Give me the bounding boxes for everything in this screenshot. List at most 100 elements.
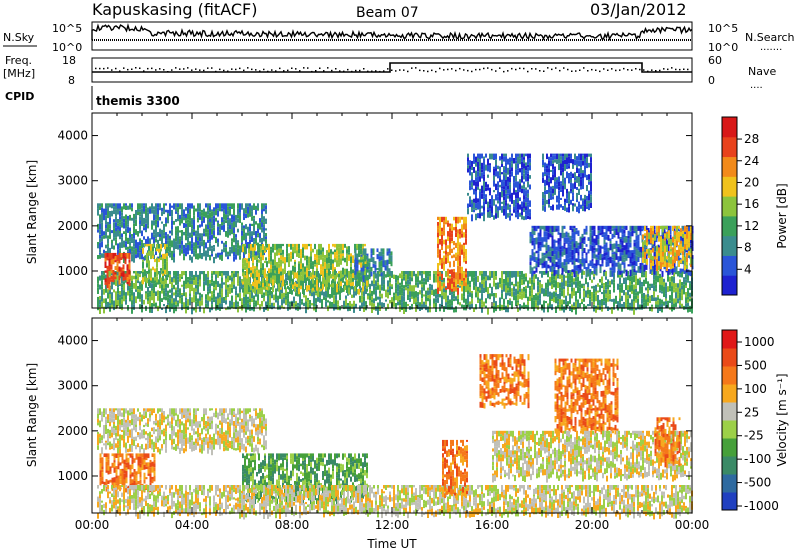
power-cell	[300, 286, 302, 290]
power-cell	[151, 297, 153, 301]
power-cell	[604, 250, 606, 253]
power-cell	[365, 301, 367, 305]
power-cell	[261, 238, 263, 243]
power-cell	[263, 222, 265, 224]
power-cell	[554, 154, 556, 156]
power-cell	[475, 157, 477, 163]
power-cell	[544, 191, 546, 195]
power-cell	[298, 248, 300, 253]
power-cell	[570, 258, 572, 262]
nave-point	[575, 70, 577, 72]
power-cell	[155, 203, 157, 209]
power-cell	[597, 291, 599, 293]
power-cell	[521, 271, 523, 277]
power-cell	[276, 274, 278, 278]
power-cell	[334, 267, 336, 269]
power-cell	[387, 272, 389, 276]
power-cell	[312, 269, 314, 275]
power-cell	[125, 261, 127, 265]
power-cell	[461, 270, 463, 274]
power-cell	[231, 219, 233, 223]
power-cell	[590, 173, 592, 178]
power-cell	[455, 306, 457, 312]
power-cell	[162, 276, 164, 281]
power-cell	[487, 188, 489, 191]
power-cell	[475, 271, 477, 276]
nave-point	[659, 70, 661, 72]
power-cell	[253, 218, 255, 224]
power-cell	[344, 281, 346, 286]
power-cell	[304, 267, 306, 272]
power-cell	[119, 258, 121, 263]
power-cell	[231, 230, 233, 235]
power-cell	[257, 233, 259, 235]
power-cell	[415, 285, 417, 287]
power-cell	[139, 299, 141, 302]
power-cell	[332, 277, 334, 279]
power-cell	[268, 244, 270, 251]
power-cell	[393, 275, 395, 279]
power-cell	[385, 260, 387, 265]
power-cell	[584, 229, 586, 235]
power-cell	[595, 308, 597, 313]
power-cell	[547, 305, 549, 312]
power-cell	[481, 206, 483, 209]
nave-point	[219, 69, 221, 71]
power-cell	[561, 288, 563, 291]
power-cell	[513, 182, 515, 188]
power-cell	[584, 241, 586, 244]
power-cell	[515, 214, 517, 217]
power-cell	[292, 271, 294, 274]
power-cell	[685, 279, 687, 282]
nave-point	[287, 70, 289, 72]
nave-point	[283, 70, 285, 72]
power-cell	[661, 276, 663, 282]
power-cell	[166, 267, 168, 273]
power-cell	[283, 293, 285, 298]
power-cell	[167, 234, 169, 241]
power-cell	[279, 292, 281, 299]
power-cell	[290, 244, 292, 250]
power-cell	[681, 275, 683, 278]
power-cell	[119, 251, 121, 253]
nave-point	[339, 70, 341, 72]
power-cell	[564, 249, 566, 255]
power-cell	[645, 287, 647, 290]
power-cell	[473, 210, 475, 213]
power-cell	[355, 269, 357, 275]
power-cell	[586, 270, 588, 277]
power-cell	[534, 266, 536, 268]
power-cell	[273, 295, 275, 301]
power-cell	[607, 279, 609, 285]
power-cell	[381, 294, 383, 299]
power-cell	[251, 292, 253, 298]
power-cell	[333, 295, 335, 301]
power-cell	[113, 210, 115, 215]
power-cell	[366, 286, 368, 289]
power-cell	[163, 233, 165, 236]
power-cell	[215, 279, 217, 285]
power-cell	[511, 291, 513, 297]
nave-point	[595, 70, 597, 72]
power-cell	[505, 203, 507, 206]
nave-point	[663, 68, 665, 70]
power-cell	[495, 194, 497, 200]
power-cell	[131, 234, 133, 237]
nave-point	[335, 68, 337, 70]
power-cell	[601, 306, 603, 312]
power-cell	[608, 248, 610, 252]
power-cell	[646, 259, 648, 265]
power-cell	[655, 276, 657, 282]
power-cell	[532, 228, 534, 234]
power-cell	[233, 236, 235, 243]
power-cell	[187, 214, 189, 219]
power-cell	[544, 186, 546, 191]
power-cell	[119, 248, 121, 250]
power-cell	[177, 239, 179, 245]
power-cell	[343, 301, 345, 306]
power-cell	[433, 290, 435, 297]
power-cell	[523, 202, 525, 208]
power-cell	[578, 245, 580, 251]
power-cell	[541, 288, 543, 294]
power-cell	[457, 234, 459, 241]
